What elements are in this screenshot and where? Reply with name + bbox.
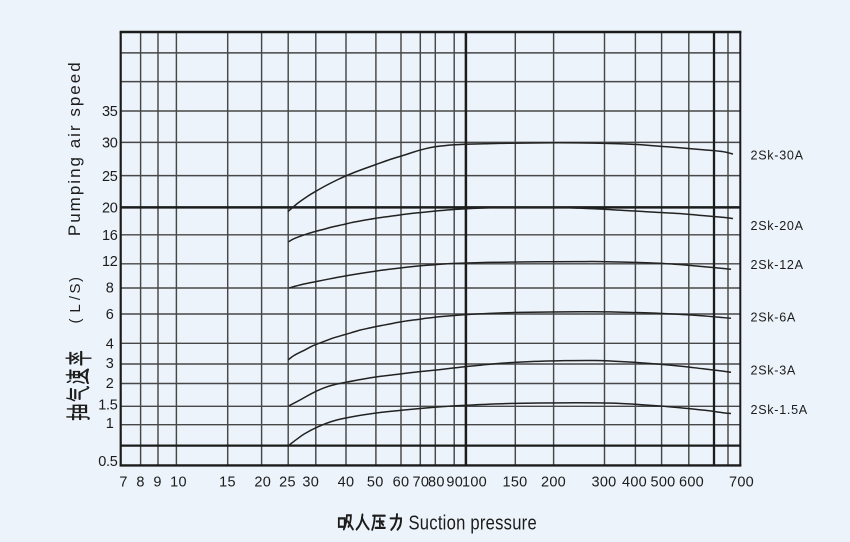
svg-text:20: 20 [102, 201, 118, 217]
svg-text:90: 90 [446, 475, 463, 491]
svg-text:40: 40 [338, 475, 355, 491]
svg-text:15: 15 [219, 475, 236, 491]
svg-text:60: 60 [393, 475, 410, 491]
svg-text:100: 100 [462, 475, 487, 491]
svg-text:2: 2 [106, 376, 114, 392]
svg-text:16: 16 [102, 228, 118, 244]
svg-text:70: 70 [413, 475, 430, 491]
svg-text:80: 80 [428, 475, 445, 491]
svg-text:7: 7 [119, 475, 127, 491]
svg-text:20: 20 [254, 475, 271, 491]
svg-text:Suction pressure: Suction pressure [409, 511, 537, 534]
svg-text:12: 12 [102, 254, 118, 270]
svg-text:2Sk-1.5A: 2Sk-1.5A [751, 403, 808, 417]
svg-text:): ) [67, 277, 84, 282]
svg-text:8: 8 [136, 475, 144, 491]
svg-text:2Sk-12A: 2Sk-12A [751, 258, 804, 272]
svg-text:9: 9 [153, 475, 161, 491]
svg-text:300: 300 [591, 475, 616, 491]
svg-text:6: 6 [106, 307, 114, 323]
svg-text:25: 25 [102, 169, 118, 185]
svg-text:2Sk-20A: 2Sk-20A [751, 219, 804, 233]
svg-text:2Sk-30A: 2Sk-30A [751, 148, 804, 162]
svg-text:Pumping air speed: Pumping air speed [65, 60, 84, 236]
svg-text:L: L [67, 304, 84, 312]
svg-text:8: 8 [106, 280, 114, 296]
svg-text:2Sk-6A: 2Sk-6A [751, 310, 797, 324]
svg-text:S: S [67, 283, 84, 293]
svg-text:700: 700 [729, 475, 754, 491]
svg-text:2Sk-3A: 2Sk-3A [751, 364, 797, 378]
svg-text:4: 4 [106, 337, 114, 353]
svg-text:600: 600 [679, 475, 704, 491]
svg-text:35: 35 [102, 104, 118, 120]
svg-text:30: 30 [102, 136, 118, 152]
svg-text:/: / [67, 295, 84, 300]
svg-text:400: 400 [622, 475, 647, 491]
svg-text:1: 1 [106, 416, 114, 432]
svg-text:200: 200 [541, 475, 566, 491]
svg-text:500: 500 [650, 475, 675, 491]
svg-text:150: 150 [502, 475, 527, 491]
svg-text:1.5: 1.5 [98, 398, 117, 414]
svg-text:(: ( [67, 319, 84, 324]
svg-text:3: 3 [106, 356, 114, 372]
svg-text:50: 50 [367, 475, 384, 491]
svg-text:10: 10 [170, 475, 187, 491]
svg-text:25: 25 [279, 475, 296, 491]
svg-text:30: 30 [302, 475, 319, 491]
svg-text:0.5: 0.5 [98, 454, 117, 470]
